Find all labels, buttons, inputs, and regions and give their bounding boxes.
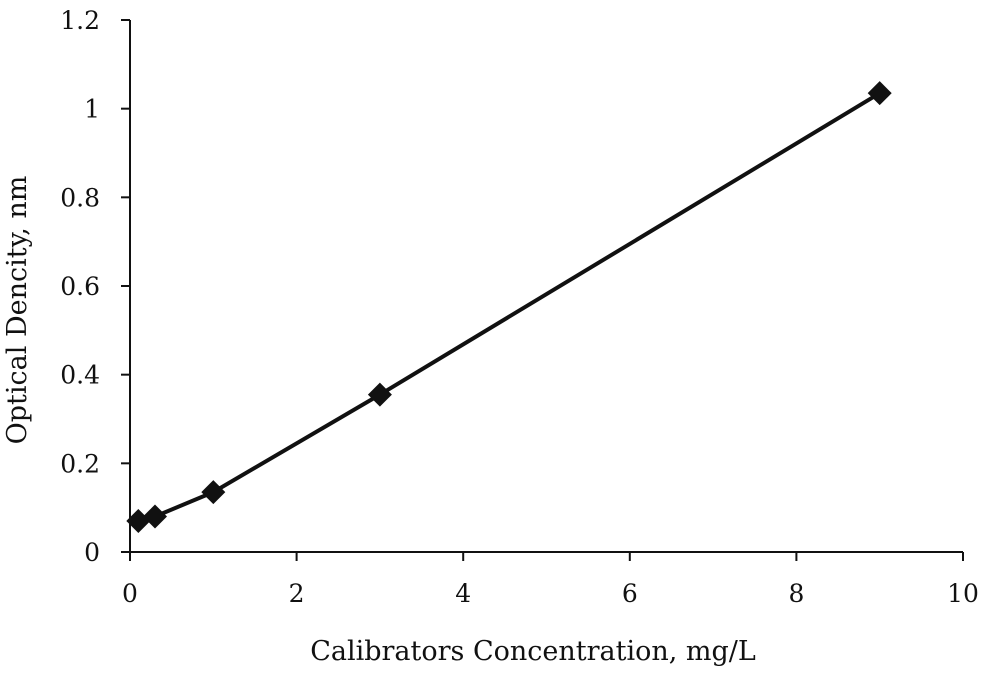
y-tick-label: 0 bbox=[84, 538, 100, 567]
axes bbox=[129, 20, 963, 553]
x-tick-label: 6 bbox=[622, 579, 638, 608]
series bbox=[136, 91, 882, 523]
x-tick-label: 2 bbox=[289, 579, 305, 608]
ticks: 0 2 4 6 8 10 0 0.2 0.4 0.6 0.8 1 1.2 bbox=[60, 6, 979, 608]
y-axis-title: Optical Dencity, nm bbox=[2, 176, 33, 445]
markers bbox=[126, 81, 892, 533]
y-tick-label: 1 bbox=[84, 95, 100, 124]
data-point-diamond bbox=[367, 382, 392, 407]
data-point-diamond bbox=[867, 81, 892, 106]
y-tick-label: 0.6 bbox=[60, 272, 100, 301]
data-point-diamond bbox=[142, 504, 167, 529]
series-line bbox=[136, 91, 882, 523]
data-point-diamond bbox=[201, 480, 226, 505]
x-tick-label: 4 bbox=[455, 579, 471, 608]
y-tick-label: 0.2 bbox=[60, 449, 100, 478]
y-tick-label: 0.8 bbox=[60, 183, 100, 212]
y-tick-label: 1.2 bbox=[60, 6, 100, 35]
x-tick-label: 0 bbox=[122, 579, 138, 608]
x-tick-label: 10 bbox=[947, 579, 979, 608]
x-tick-label: 8 bbox=[788, 579, 804, 608]
x-axis-title: Calibrators Concentration, mg/L bbox=[310, 636, 756, 667]
y-tick-label: 0.4 bbox=[60, 361, 100, 390]
data-point-diamond bbox=[126, 508, 151, 533]
